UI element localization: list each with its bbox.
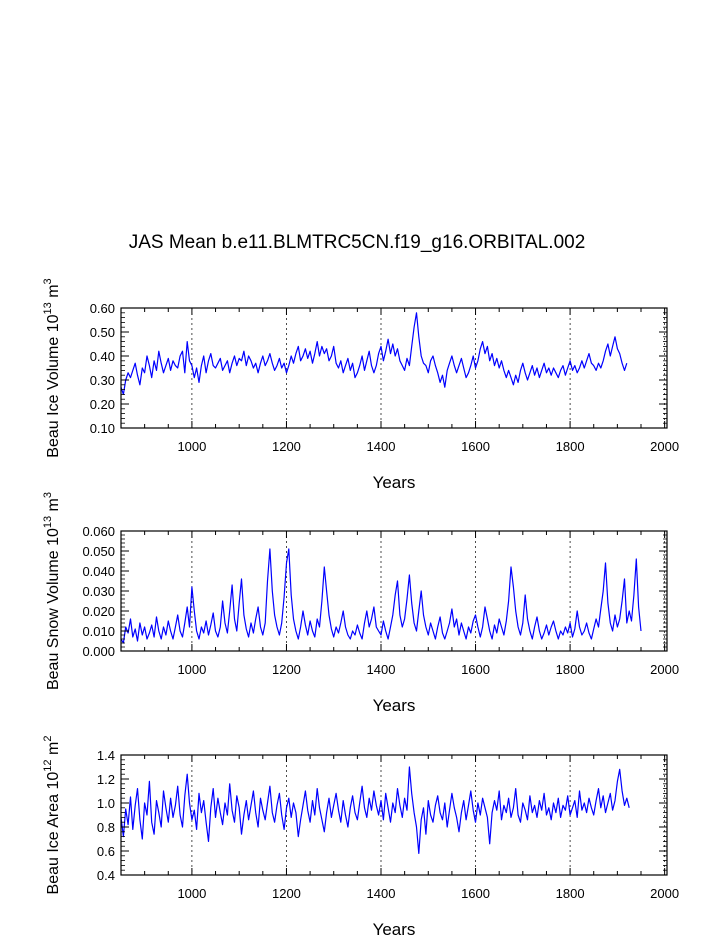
y-tick-label: 0.50 [90,325,115,340]
y-tick-label: 0.10 [90,421,115,436]
x-tick-label: 1800 [556,886,585,901]
y-axis-label: Beau Snow Volume 1013 m3 [42,492,62,690]
x-tick-label: 1800 [556,662,585,677]
y-tick-label: 1.2 [97,772,115,787]
x-tick-label: 1000 [177,886,206,901]
x-axis-label: Years [373,920,416,935]
chart-panel-3: 1000 1200 1400 1600 1800 2000 0.4 0.6 0.8 1.0 1.2 1… [42,736,679,935]
x-tick-label: 1000 [177,439,206,454]
plot-frame [120,754,668,876]
series-line-1 [120,548,642,644]
x-tick-label: 1200 [272,439,301,454]
figure-title: JAS Mean b.e11.BLMTRC5CN.f19_g16.ORBITAL… [129,232,586,253]
chart-panel-1: 1000 1200 1400 1600 1800 2000 0.10 0.20 0.30 0.40… [42,278,679,492]
x-axis-label: Years [373,696,416,715]
plot-frame [120,530,668,652]
y-tick-label: 0.030 [82,584,115,599]
x-tick-label: 1600 [461,439,490,454]
y-tick-label: 0.30 [90,373,115,388]
y-tick-label: 0.050 [82,544,115,559]
y-tick-label: 0.4 [97,868,115,883]
x-tick-label: 1400 [367,439,396,454]
x-tick-label: 1800 [556,439,585,454]
y-tick-label: 0.010 [82,624,115,639]
x-tick-label: 1200 [272,662,301,677]
y-tick-label: 0.060 [82,524,115,539]
y-tick-label: 0.000 [82,644,115,659]
y-axis-label: Beau Ice Area 1012 m2 [42,736,62,895]
y-tick-label: 0.020 [82,604,115,619]
y-tick-label: 0.20 [90,397,115,412]
y-tick-label: 0.60 [90,301,115,316]
y-tick-label: 0.6 [97,844,115,859]
y-tick-label: 0.040 [82,564,115,579]
y-tick-label: 0.8 [97,820,115,835]
x-tick-label: 1200 [272,886,301,901]
chart-panel-2: 1000 1200 1400 1600 1800 2000 0.000 0.010 0.020 0… [42,492,679,715]
x-tick-label: 2000 [650,439,679,454]
panels: 1000 1200 1400 1600 1800 20000.100.200.300.40… [42,278,679,935]
x-tick-label: 1600 [461,886,490,901]
x-tick-label: 1000 [177,662,206,677]
y-tick-label: 1.0 [97,796,115,811]
series-line-1 [120,312,628,395]
x-tick-label: 1600 [461,662,490,677]
x-tick-label: 2000 [650,662,679,677]
x-tick-label: 1400 [367,662,396,677]
y-tick-label: 0.40 [90,349,115,364]
x-tick-label: 2000 [650,886,679,901]
x-tick-label: 1400 [367,886,396,901]
y-axis-label: Beau Ice Volume 1013 m3 [42,278,62,457]
y-tick-label: 1.4 [97,748,115,763]
plot-frame [120,307,668,429]
series-line-1 [120,766,630,855]
x-axis-label: Years [373,473,416,492]
